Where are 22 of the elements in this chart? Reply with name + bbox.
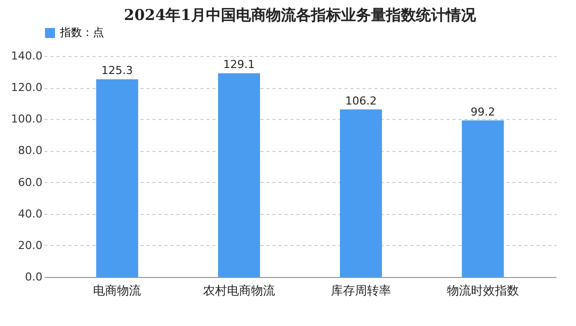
y-tick-label: 20.0	[18, 238, 42, 252]
x-tick-label: 电商物流	[93, 284, 142, 298]
bar	[96, 79, 138, 277]
y-tick-label: 100.0	[11, 112, 42, 126]
data-label: 99.2	[470, 105, 496, 118]
x-tick-label: 物流时效指数	[446, 284, 519, 298]
data-label: 106.2	[345, 94, 377, 108]
x-tick-label: 库存周转率	[330, 284, 391, 298]
x-tick-label: 农村电商物流	[203, 284, 276, 298]
y-tick-label: 0.0	[25, 270, 42, 284]
bar	[462, 120, 504, 277]
y-tick-label: 60.0	[18, 176, 42, 189]
data-label: 129.1	[223, 58, 255, 72]
chart-title: 2024年1月中国电商物流各指标业务量指数统计情况	[124, 6, 478, 24]
y-tick-label: 80.0	[18, 144, 42, 158]
y-tick-label: 140.0	[11, 50, 42, 62]
legend-label: 指数：点	[59, 26, 104, 39]
bar	[340, 109, 382, 277]
y-tick-label: 120.0	[11, 81, 42, 94]
bar	[218, 73, 260, 277]
y-tick-label: 40.0	[18, 207, 42, 220]
data-label: 125.3	[101, 64, 133, 78]
